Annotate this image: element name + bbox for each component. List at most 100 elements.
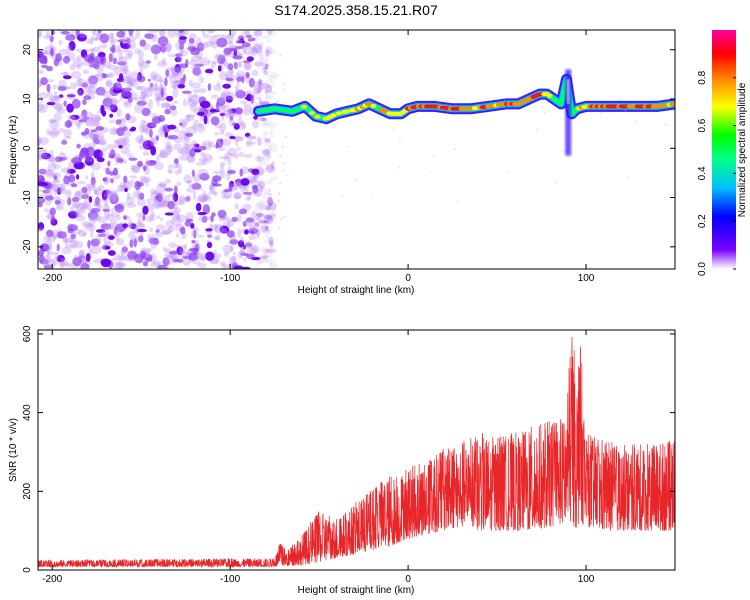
- noise-blob: [208, 191, 218, 195]
- spectrogram-x-axis-label: Height of straight line (km): [298, 285, 415, 296]
- noise-blob: [195, 202, 202, 212]
- noise-speck: [599, 111, 602, 114]
- noise-blob: [224, 152, 234, 158]
- noise-blob: [232, 251, 236, 256]
- noise-blob: [127, 50, 134, 58]
- noise-blob: [107, 250, 116, 256]
- noise-blob: [76, 180, 86, 185]
- noise-blob: [154, 96, 161, 102]
- noise-blob: [173, 185, 178, 195]
- noise-blob: [41, 168, 53, 175]
- noise-blob: [102, 73, 108, 79]
- snr-y-ticks: 0 200 400 600: [22, 325, 675, 573]
- noise-blob: [61, 139, 68, 145]
- noise-blob: [156, 97, 160, 107]
- noise-blob: [89, 132, 96, 141]
- noise-blob: [254, 30, 263, 36]
- ridge-hotspot: [314, 114, 321, 119]
- noise-blob: [261, 248, 269, 255]
- noise-blob: [55, 205, 65, 211]
- noise-blob: [160, 44, 167, 53]
- noise-speck: [535, 128, 538, 131]
- noise-blob: [46, 101, 56, 106]
- noise-blob: [65, 34, 76, 41]
- noise-blob: [175, 163, 179, 169]
- noise-blob: [74, 190, 81, 201]
- noise-blob: [146, 215, 154, 223]
- noise-blob: [157, 78, 163, 83]
- noise-blob: [81, 82, 88, 88]
- x-tick-label: -100: [220, 574, 240, 585]
- noise-blob: [44, 208, 50, 213]
- noise-blob: [79, 32, 86, 39]
- noise-blob: [147, 78, 151, 82]
- noise-blob: [81, 232, 88, 237]
- noise-blob: [87, 202, 92, 212]
- noise-blob: [247, 191, 252, 201]
- noise-blob: [205, 251, 215, 261]
- noise-blob: [170, 65, 177, 73]
- noise-blob: [42, 150, 48, 159]
- noise-blob: [121, 90, 132, 99]
- noise-blob: [75, 207, 83, 218]
- noise-blob: [157, 36, 169, 47]
- noise-blob: [264, 46, 273, 55]
- noise-blob: [113, 227, 118, 235]
- noise-blob: [150, 44, 162, 55]
- noise-blob: [46, 229, 54, 238]
- noise-blob: [116, 137, 127, 147]
- noise-blob: [138, 235, 144, 243]
- noise-blob: [71, 200, 81, 208]
- noise-blob: [161, 151, 169, 158]
- noise-blob: [268, 202, 277, 211]
- noise-blob: [174, 64, 181, 73]
- noise-blob: [254, 156, 265, 162]
- noise-blob: [153, 88, 161, 99]
- noise-blob: [105, 79, 114, 88]
- noise-blob: [63, 55, 70, 64]
- noise-blob: [236, 147, 242, 151]
- noise-blob: [110, 38, 118, 44]
- noise-blob: [268, 189, 271, 192]
- y-tick-label: 20: [22, 44, 33, 56]
- noise-blob: [46, 83, 51, 93]
- noise-blob: [236, 76, 243, 82]
- noise-blob: [98, 184, 105, 192]
- noise-blob: [202, 57, 208, 61]
- noise-blob: [47, 92, 53, 98]
- noise-blob: [165, 140, 172, 150]
- colorbar-tick-label: 0.2: [697, 214, 708, 228]
- noise-blob: [142, 214, 146, 221]
- noise-blob: [144, 159, 149, 169]
- noise-blob: [63, 100, 67, 107]
- noise-blob: [112, 97, 117, 103]
- noise-blob: [227, 32, 235, 39]
- noise-blob: [149, 188, 158, 195]
- noise-blob: [190, 140, 198, 148]
- noise-blob: [137, 160, 143, 167]
- noise-blob: [49, 118, 56, 123]
- noise-blob: [122, 68, 130, 75]
- noise-speck: [346, 100, 349, 103]
- noise-blob: [82, 116, 90, 120]
- noise-blob: [167, 135, 179, 140]
- noise-blob: [184, 30, 190, 36]
- noise-blob: [123, 100, 130, 105]
- spectrogram-x-ticks: -200 -100 0 100: [42, 30, 595, 284]
- noise-blob: [277, 191, 280, 194]
- noise-blob: [38, 227, 43, 233]
- noise-blob: [192, 260, 201, 265]
- noise-blob: [164, 187, 174, 192]
- noise-blob: [202, 153, 213, 160]
- noise-blob: [176, 214, 188, 222]
- noise-blob: [164, 108, 171, 115]
- noise-blob: [157, 264, 168, 269]
- noise-blob: [174, 202, 178, 213]
- noise-blob: [69, 239, 78, 249]
- noise-blob: [71, 196, 80, 203]
- noise-blob: [207, 83, 212, 92]
- noise-blob: [116, 260, 125, 269]
- noise-blob: [214, 124, 223, 129]
- noise-blob: [114, 253, 122, 262]
- noise-blob: [189, 148, 196, 157]
